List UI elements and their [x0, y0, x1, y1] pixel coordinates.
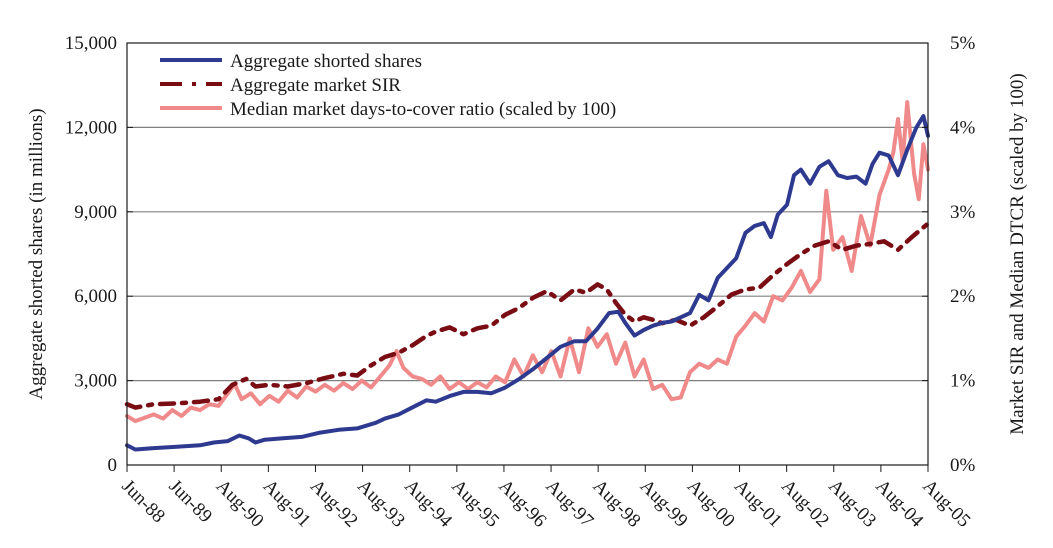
- y2-tick-label: 4%: [950, 117, 976, 138]
- y2-tick-label: 5%: [950, 33, 976, 54]
- x-tick-label: Aug-91: [259, 476, 315, 532]
- x-tick-label: Aug-94: [400, 476, 456, 532]
- y2-tick-label: 2%: [950, 286, 976, 307]
- x-tick-label: Aug-97: [542, 476, 598, 532]
- y2-axis-ticks: 0% 1% 2% 3% 4% 5%: [922, 33, 976, 476]
- x-tick-label: Aug-01: [730, 476, 786, 532]
- legend-label-shorted: Aggregate shorted shares: [230, 51, 422, 72]
- x-tick-label: Aug-90: [212, 476, 268, 532]
- x-tick-label: Aug-93: [353, 476, 409, 532]
- legend: Aggregate shorted shares Aggregate marke…: [160, 51, 616, 120]
- x-tick-label: Aug-95: [447, 476, 503, 532]
- gridlines: [127, 126, 928, 382]
- series-line-dtcr: [125, 100, 930, 424]
- y2-tick-label: 0%: [950, 455, 976, 476]
- y-tick-label: 6,000: [74, 286, 117, 307]
- y-tick-label: 9,000: [74, 202, 117, 223]
- x-tick-label: Aug-96: [494, 476, 550, 532]
- x-tick-label: Aug-98: [589, 476, 645, 532]
- y2-tick-label: 3%: [950, 202, 976, 223]
- x-tick-label: Aug-04: [871, 476, 927, 532]
- y-tick-label: 0: [108, 455, 118, 476]
- x-tick-label: Aug-03: [824, 476, 880, 532]
- plot-frame: [126, 42, 929, 466]
- x-tick-label: Aug-92: [306, 476, 362, 532]
- y-tick-label: 15,000: [65, 33, 117, 54]
- series-line-sir: [124, 221, 931, 410]
- x-axis-ticks: Jun-88Jun-89Aug-90Aug-91Aug-92Aug-93Aug-…: [117, 465, 974, 532]
- y-tick-label: 12,000: [65, 117, 117, 138]
- legend-label-dtcr: Median market days-to-cover ratio (scale…: [230, 99, 616, 120]
- x-tick-label: Aug-99: [636, 476, 692, 532]
- y2-axis-title: Market SIR and Median DTCR (scaled by 10…: [1007, 73, 1028, 434]
- x-tick-label: Aug-02: [777, 476, 833, 532]
- x-tick-label: Aug-00: [683, 476, 739, 532]
- y-axis-ticks: 0 3,000 6,000 9,000 12,000 15,000: [65, 33, 133, 476]
- y-tick-label: 3,000: [74, 371, 117, 392]
- series-lines: [124, 100, 931, 452]
- x-tick-label: Aug-05: [918, 476, 974, 532]
- x-tick-label: Jun-88: [117, 476, 168, 527]
- legend-label-sir: Aggregate market SIR: [230, 75, 401, 96]
- y2-tick-label: 1%: [950, 371, 976, 392]
- y-axis-title: Aggregate shorted shares (in millions): [26, 108, 47, 399]
- x-tick-label: Jun-89: [165, 476, 216, 527]
- series-line-shorted: [125, 114, 930, 452]
